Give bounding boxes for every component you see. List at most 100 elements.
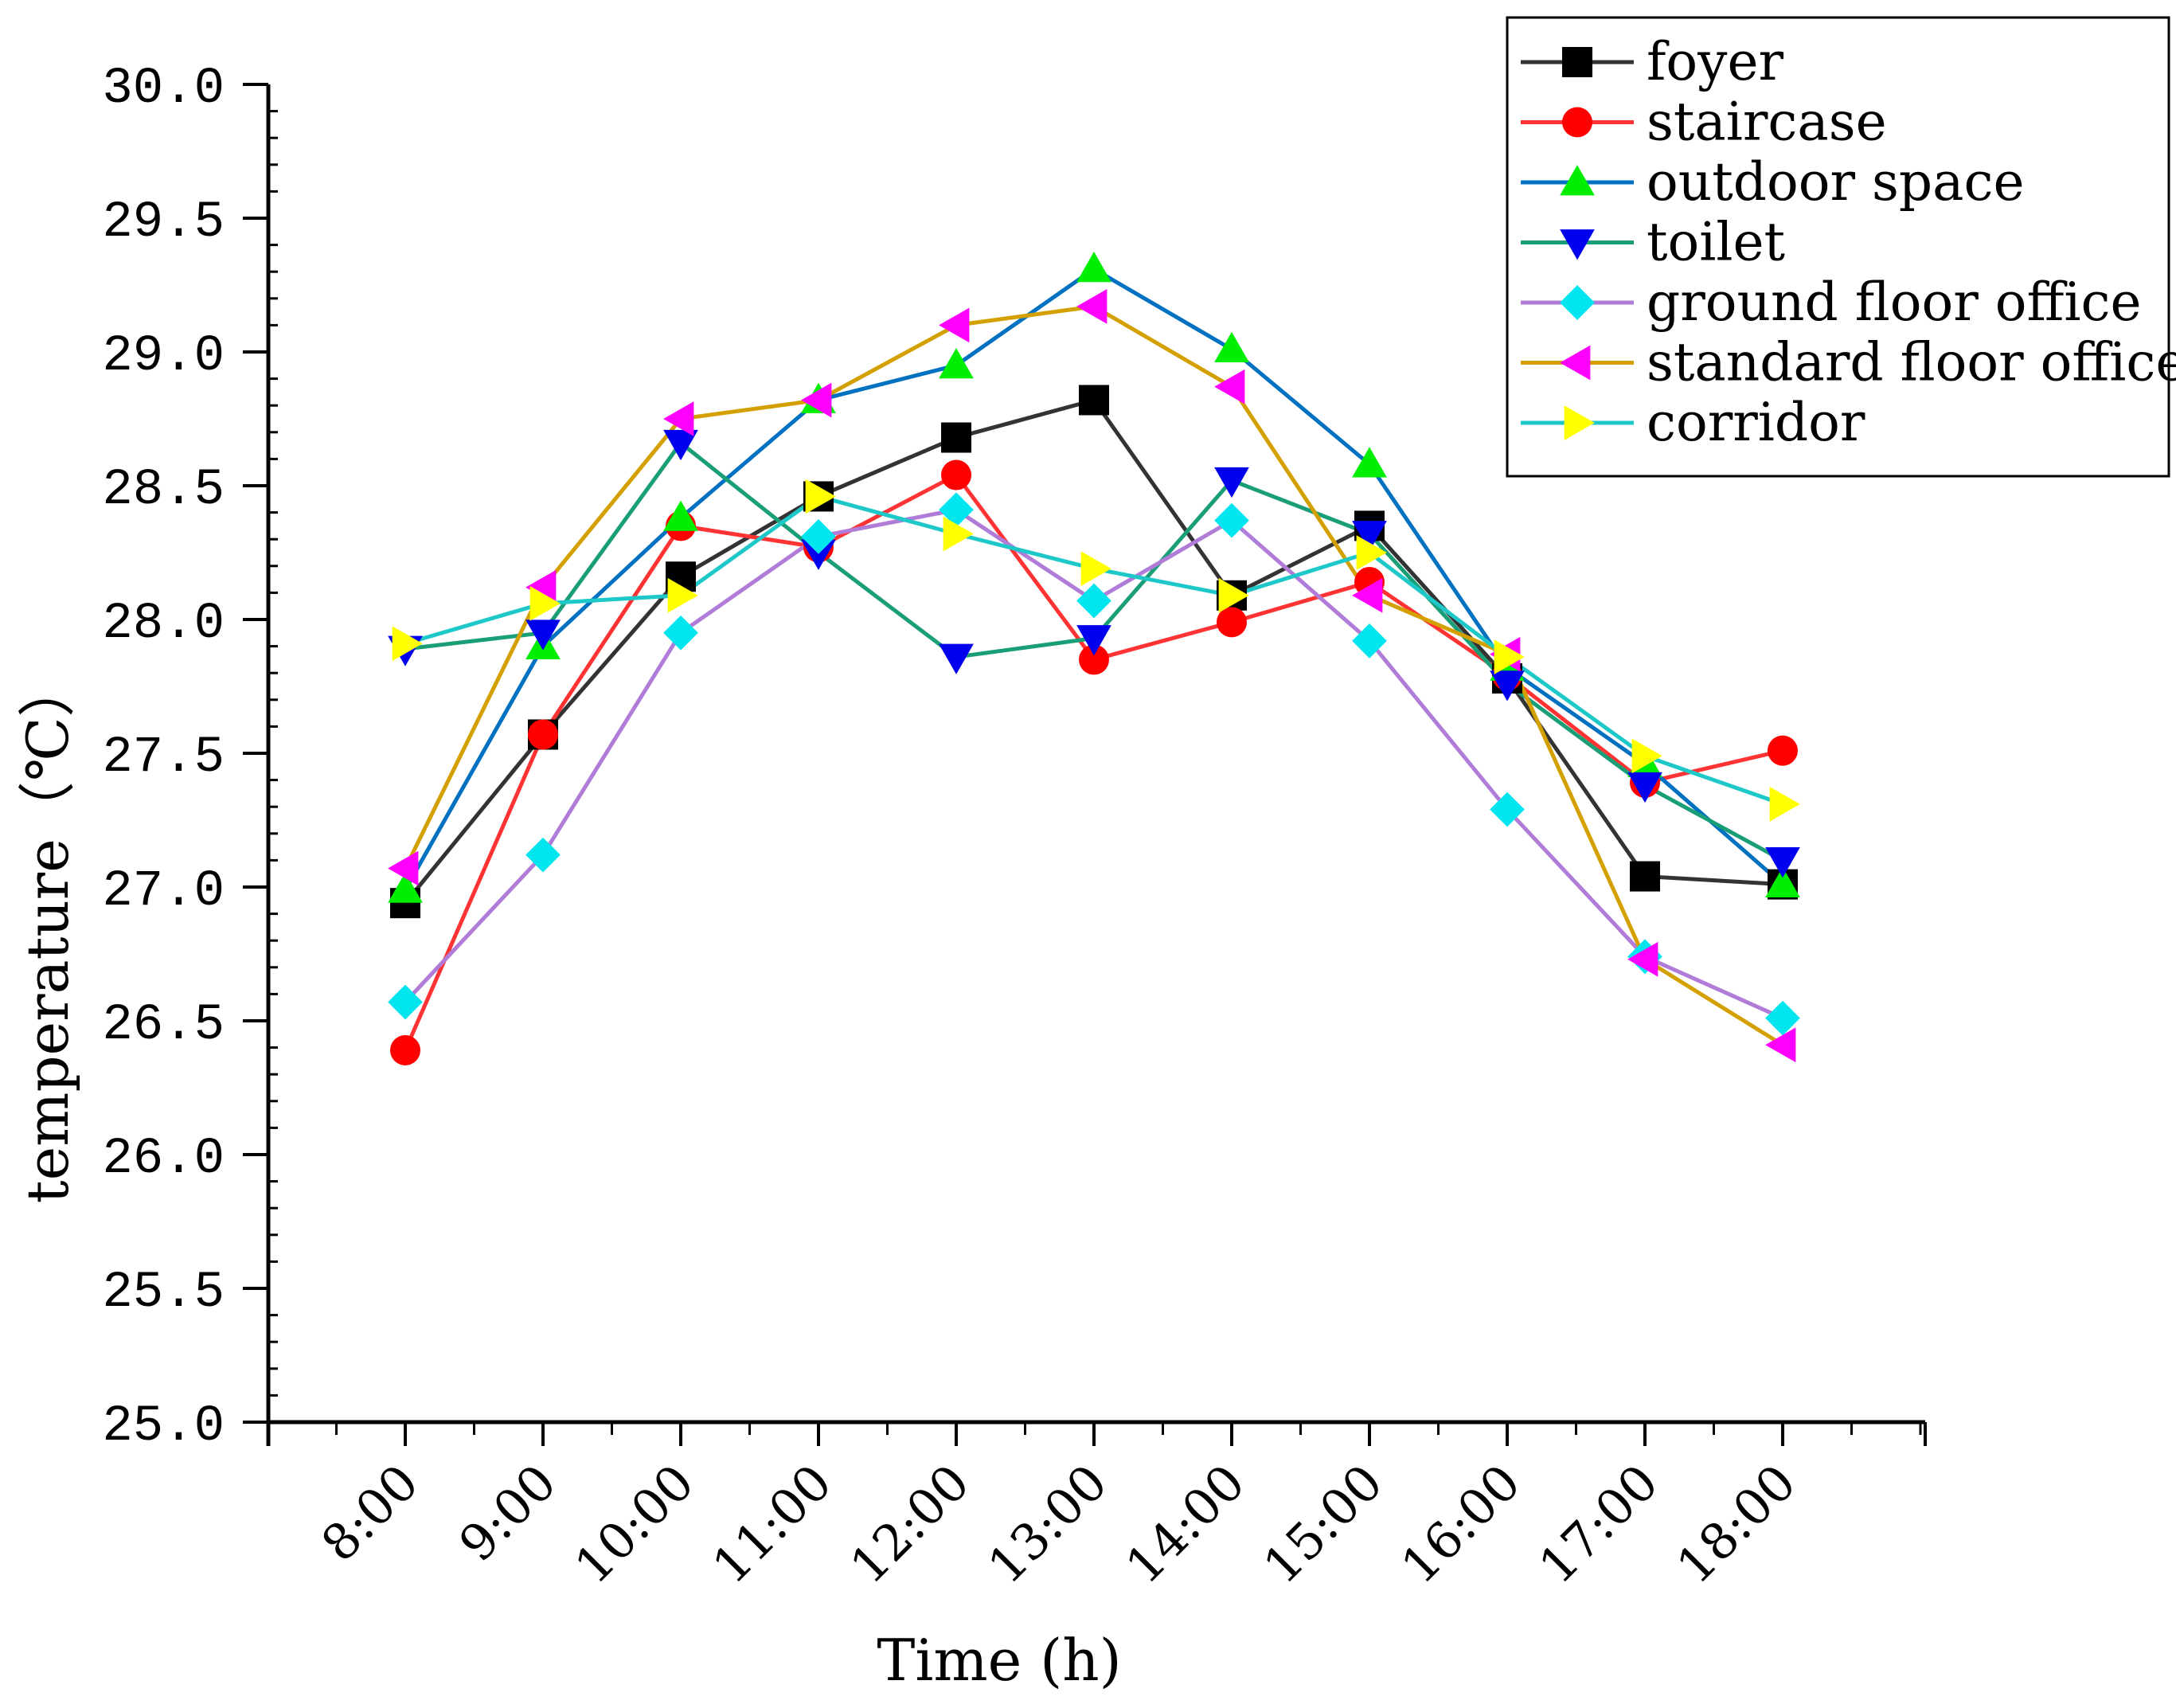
legend-marker-staircase [1562,107,1592,138]
legend-marker-standard-floor-offices [1560,345,1591,381]
x-tick-label: 16:00 [1390,1453,1532,1595]
legend-marker-foyer [1562,47,1592,77]
series-layer [388,251,1800,1065]
y-tick-label: 27.0 [102,863,225,920]
data-point-corridor [1769,786,1800,822]
y-tick-label: 28.5 [102,462,225,519]
data-point-standard-floor-offices [1352,577,1383,613]
data-point-staircase [941,459,971,491]
legend-box [1506,16,2170,478]
data-point-corridor [1631,738,1662,774]
data-point-corridor [805,479,836,514]
x-tick-label: 18:00 [1666,1453,1807,1595]
data-point-ground-floor-office [801,518,836,554]
legend-marker-ground-floor-office [1560,285,1595,320]
legend-label-outdoor-space: outdoor space [1647,151,2025,213]
data-point-standard-floor-offices [939,307,970,343]
data-point-staircase [390,1034,420,1065]
data-point-staircase [1217,607,1247,638]
data-point-ground-floor-office [388,984,423,1020]
data-point-staircase [1768,735,1798,766]
y-tick-label: 26.5 [102,997,225,1054]
data-point-ground-floor-office [1352,623,1387,659]
x-tick-label: 14:00 [1115,1453,1256,1595]
y-tick-label: 27.5 [102,729,225,787]
x-tick-label: 17:00 [1528,1453,1670,1595]
x-tick-label: 15:00 [1252,1453,1394,1595]
data-point-foyer [941,422,971,453]
data-point-corridor [1494,639,1525,674]
x-tick-label: 13:00 [977,1453,1119,1595]
y-tick-label: 26.0 [102,1131,225,1188]
x-tick-label: 11:00 [701,1453,843,1595]
data-point-corridor [1218,577,1249,613]
data-point-ground-floor-office [939,492,974,528]
data-point-standard-floor-offices [388,850,419,886]
data-point-standard-floor-offices [1214,369,1245,405]
data-point-toilet [939,643,974,674]
data-point-staircase [528,719,558,750]
data-point-corridor [667,577,698,613]
y-tick-label: 30.0 [102,61,225,118]
x-tick-label: 12:00 [839,1453,981,1595]
data-point-ground-floor-office [663,615,698,651]
data-point-toilet [1076,625,1111,656]
data-point-corridor [943,516,974,552]
markers-ground-floor-office [388,492,1800,1036]
data-point-staircase [1079,644,1109,675]
data-point-outdoor-space [1076,251,1111,283]
data-point-outdoor-space [1765,866,1800,898]
data-point-ground-floor-office [525,837,561,873]
data-point-standard-floor-offices [1627,941,1658,977]
data-point-toilet [801,539,836,570]
data-point-corridor [1356,535,1387,570]
legend-label-ground-floor-office: ground floor office [1647,272,2142,333]
markers-toilet [388,429,1800,878]
legend-marker-outdoor-space [1560,165,1595,196]
x-tick-label: 9:00 [448,1453,568,1573]
data-point-toilet [1214,467,1249,498]
data-point-standard-floor-offices [525,569,557,605]
legend-label-foyer: foyer [1647,31,1784,92]
data-point-standard-floor-offices [1765,1027,1796,1063]
data-point-standard-floor-offices [1076,289,1108,324]
legend-label-staircase: staircase [1647,92,1887,153]
data-point-ground-floor-office [1490,791,1525,827]
legend-marker-toilet [1560,229,1595,260]
data-point-toilet [1627,772,1662,803]
data-point-ground-floor-office [1214,502,1249,538]
data-point-corridor [392,626,423,662]
data-point-corridor [529,585,561,621]
legend-label-standard-floor-offices: standard floor offices [1647,332,2176,393]
x-axis-title: Time (h) [877,1627,1121,1694]
data-point-toilet [525,619,561,651]
data-point-ground-floor-office [1765,1000,1800,1036]
data-point-toilet [1765,847,1800,878]
data-point-outdoor-space [939,347,974,379]
x-tick-label: 8:00 [311,1453,430,1573]
data-point-standard-floor-offices [801,382,832,418]
legend-label-corridor: corridor [1647,392,1865,453]
data-point-outdoor-space [1214,331,1249,363]
x-tick-label: 10:00 [564,1453,705,1595]
y-tick-label: 29.5 [102,194,225,252]
data-point-standard-floor-offices [663,401,694,436]
data-point-outdoor-space [1352,447,1387,478]
data-point-foyer [1079,385,1109,416]
data-point-foyer [1630,861,1660,892]
markers-corridor [392,479,1800,822]
data-point-toilet [663,429,698,461]
data-point-toilet [1352,521,1387,552]
y-axis-title: temperature（℃） [14,660,81,1204]
data-point-outdoor-space [663,500,698,531]
y-tick-label: 28.0 [102,596,225,653]
y-tick-label: 29.0 [102,328,225,385]
data-point-corridor [1080,551,1111,587]
data-point-outdoor-space [388,872,423,903]
y-tick-label: 25.0 [102,1398,225,1456]
legend-label-toilet: toilet [1647,212,1785,273]
data-point-toilet [1490,670,1525,702]
y-tick-label: 25.5 [102,1264,225,1322]
